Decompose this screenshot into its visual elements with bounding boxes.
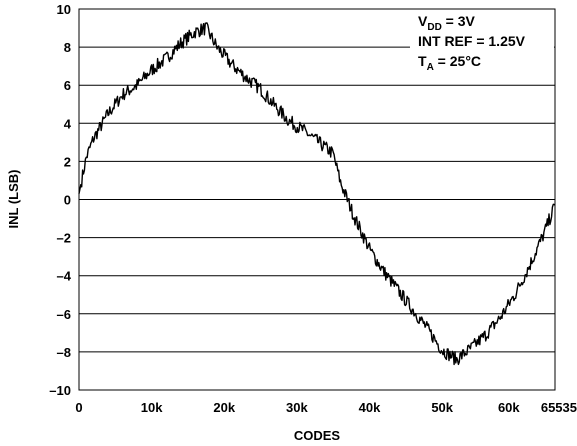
condition-ref: INT REF = 1.25V — [418, 33, 526, 49]
y-tick-label: –8 — [57, 345, 71, 360]
x-tick-label: 50k — [431, 400, 453, 415]
x-tick-label: 10k — [141, 400, 163, 415]
y-tick-label: 2 — [64, 154, 71, 169]
condition-vdd: VDD = 3V — [418, 13, 476, 33]
y-axis-ticks: 10 8 6 4 2 0 –2 –4 –6 –8 –10 — [49, 2, 71, 398]
inl-curve — [78, 22, 556, 366]
y-tick-label: –6 — [57, 307, 71, 322]
y-tick-label: –4 — [57, 269, 72, 284]
x-tick-label: 60k — [498, 400, 520, 415]
y-tick-label: –10 — [49, 383, 71, 398]
y-tick-label: 10 — [57, 2, 71, 17]
x-tick-label: 65535 — [541, 400, 577, 415]
y-tick-label: 6 — [64, 78, 71, 93]
plot-frame — [78, 8, 556, 391]
y-tick-label: 8 — [64, 40, 71, 55]
x-tick-label: 30k — [286, 400, 308, 415]
condition-temp: TA = 25°C — [418, 53, 481, 73]
conditions-background — [410, 10, 554, 72]
test-conditions: VDD = 3V INT REF = 1.25V TA = 25°C — [418, 13, 526, 73]
y-tick-label: 4 — [64, 116, 72, 131]
y-axis-title: INL (LSB) — [6, 170, 21, 229]
x-tick-label: 40k — [359, 400, 381, 415]
x-axis-title: CODES — [294, 428, 341, 443]
x-axis-ticks: 0 10k 20k 30k 40k 50k 60k 65535 — [75, 400, 577, 415]
x-tick-label: 0 — [75, 400, 82, 415]
x-tick-label: 20k — [213, 400, 235, 415]
grid-lines — [79, 46, 555, 353]
y-tick-label: 0 — [64, 193, 71, 208]
y-tick-label: –2 — [57, 231, 71, 246]
